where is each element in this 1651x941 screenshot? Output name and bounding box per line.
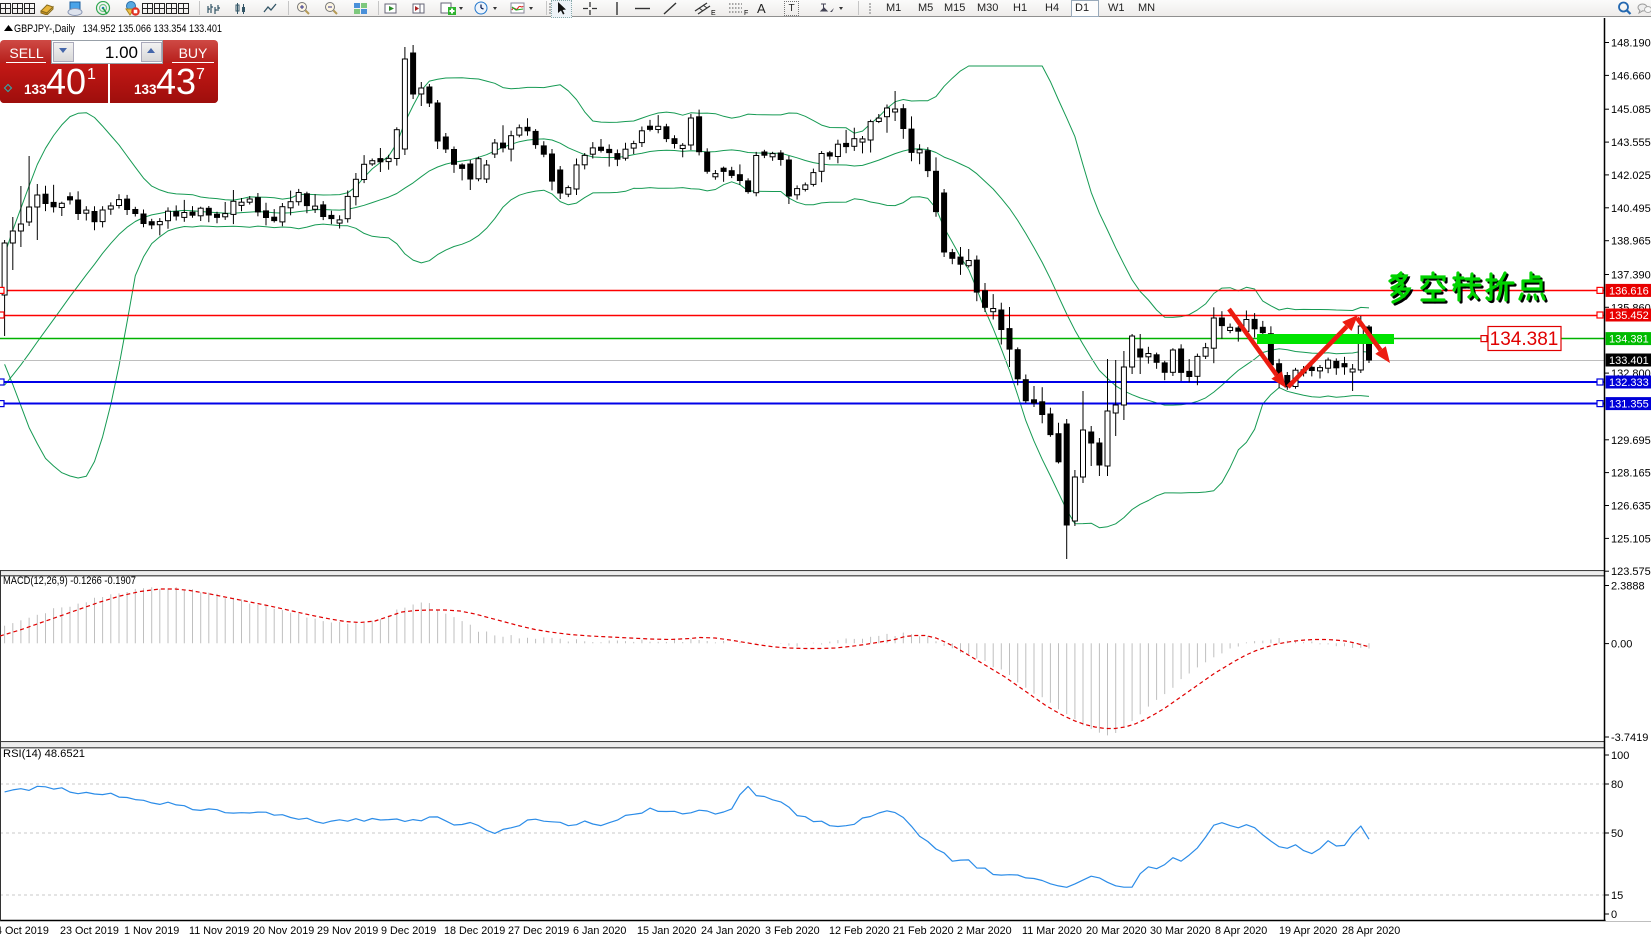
svg-text:2.3888: 2.3888 xyxy=(1611,581,1645,593)
svg-text:129.695: 129.695 xyxy=(1611,435,1651,447)
svg-text:GBPJPY-,Daily 134.952 135.06: GBPJPY-,Daily 134.952 135.066 133.354 13… xyxy=(14,23,222,35)
svg-text:3 Feb 2020: 3 Feb 2020 xyxy=(765,925,820,937)
svg-text:F: F xyxy=(744,10,748,16)
svg-text:20 Mar 2020: 20 Mar 2020 xyxy=(1086,925,1147,937)
svg-text:8 Apr 2020: 8 Apr 2020 xyxy=(1215,925,1267,937)
svg-text:E: E xyxy=(711,10,716,16)
svg-text:15: 15 xyxy=(1611,890,1623,902)
svg-text:24 Jan 2020: 24 Jan 2020 xyxy=(701,925,760,937)
svg-text:80: 80 xyxy=(1611,779,1623,791)
svg-text:137.390: 137.390 xyxy=(1611,270,1651,282)
svg-text:19 Apr 2020: 19 Apr 2020 xyxy=(1279,925,1337,937)
svg-text:MACD(12,26,9) -0.1266 -0.1907: MACD(12,26,9) -0.1266 -0.1907 xyxy=(3,575,136,587)
svg-text:2 Mar 2020: 2 Mar 2020 xyxy=(957,925,1012,937)
svg-text:125.105: 125.105 xyxy=(1611,533,1651,545)
svg-text:-3.7419: -3.7419 xyxy=(1611,732,1648,744)
svg-text:126.635: 126.635 xyxy=(1611,501,1651,513)
svg-text:0: 0 xyxy=(1611,909,1617,921)
svg-text:136.616: 136.616 xyxy=(1609,285,1649,297)
svg-text:18 Dec 2019: 18 Dec 2019 xyxy=(444,925,505,937)
svg-text:50: 50 xyxy=(1611,828,1623,840)
svg-text:143.555: 143.555 xyxy=(1611,137,1651,149)
svg-text:6 Jan 2020: 6 Jan 2020 xyxy=(573,925,626,937)
svg-text:0.00: 0.00 xyxy=(1611,639,1632,651)
svg-text:9 Dec 2019: 9 Dec 2019 xyxy=(381,925,436,937)
svg-text:123.575: 123.575 xyxy=(1611,566,1651,578)
svg-text:20 Nov 2019: 20 Nov 2019 xyxy=(253,925,314,937)
svg-text:134.381: 134.381 xyxy=(1609,334,1649,346)
svg-text:28 Apr 2020: 28 Apr 2020 xyxy=(1342,925,1400,937)
svg-text:1 Nov 2019: 1 Nov 2019 xyxy=(124,925,179,937)
svg-text:133.401: 133.401 xyxy=(1609,355,1649,367)
svg-text:29 Nov 2019: 29 Nov 2019 xyxy=(317,925,378,937)
svg-text:12 Feb 2020: 12 Feb 2020 xyxy=(829,925,890,937)
svg-text:4 Oct 2019: 4 Oct 2019 xyxy=(0,925,49,937)
svg-text:135.452: 135.452 xyxy=(1609,310,1649,322)
svg-text:134.381: 134.381 xyxy=(1490,329,1559,350)
svg-text:140.495: 140.495 xyxy=(1611,203,1651,215)
svg-text:23 Oct 2019: 23 Oct 2019 xyxy=(60,925,119,937)
svg-text:132.333: 132.333 xyxy=(1609,377,1649,389)
svg-text:128.165: 128.165 xyxy=(1611,468,1651,480)
svg-text:142.025: 142.025 xyxy=(1611,170,1651,182)
svg-text:146.660: 146.660 xyxy=(1611,70,1651,82)
svg-text:11 Nov 2019: 11 Nov 2019 xyxy=(189,925,249,937)
svg-text:148.190: 148.190 xyxy=(1611,38,1651,50)
svg-text:27 Dec 2019: 27 Dec 2019 xyxy=(508,925,569,937)
svg-text:RSI(14) 48.6521: RSI(14) 48.6521 xyxy=(3,748,85,760)
svg-text:30 Mar 2020: 30 Mar 2020 xyxy=(1150,925,1211,937)
svg-text:21 Feb 2020: 21 Feb 2020 xyxy=(893,925,954,937)
svg-text:100: 100 xyxy=(1611,750,1629,762)
svg-text:138.965: 138.965 xyxy=(1611,236,1651,248)
svg-text:11 Mar 2020: 11 Mar 2020 xyxy=(1022,925,1082,937)
svg-text:145.085: 145.085 xyxy=(1611,104,1651,116)
svg-text:15 Jan 2020: 15 Jan 2020 xyxy=(637,925,696,937)
svg-text:131.355: 131.355 xyxy=(1609,399,1649,411)
